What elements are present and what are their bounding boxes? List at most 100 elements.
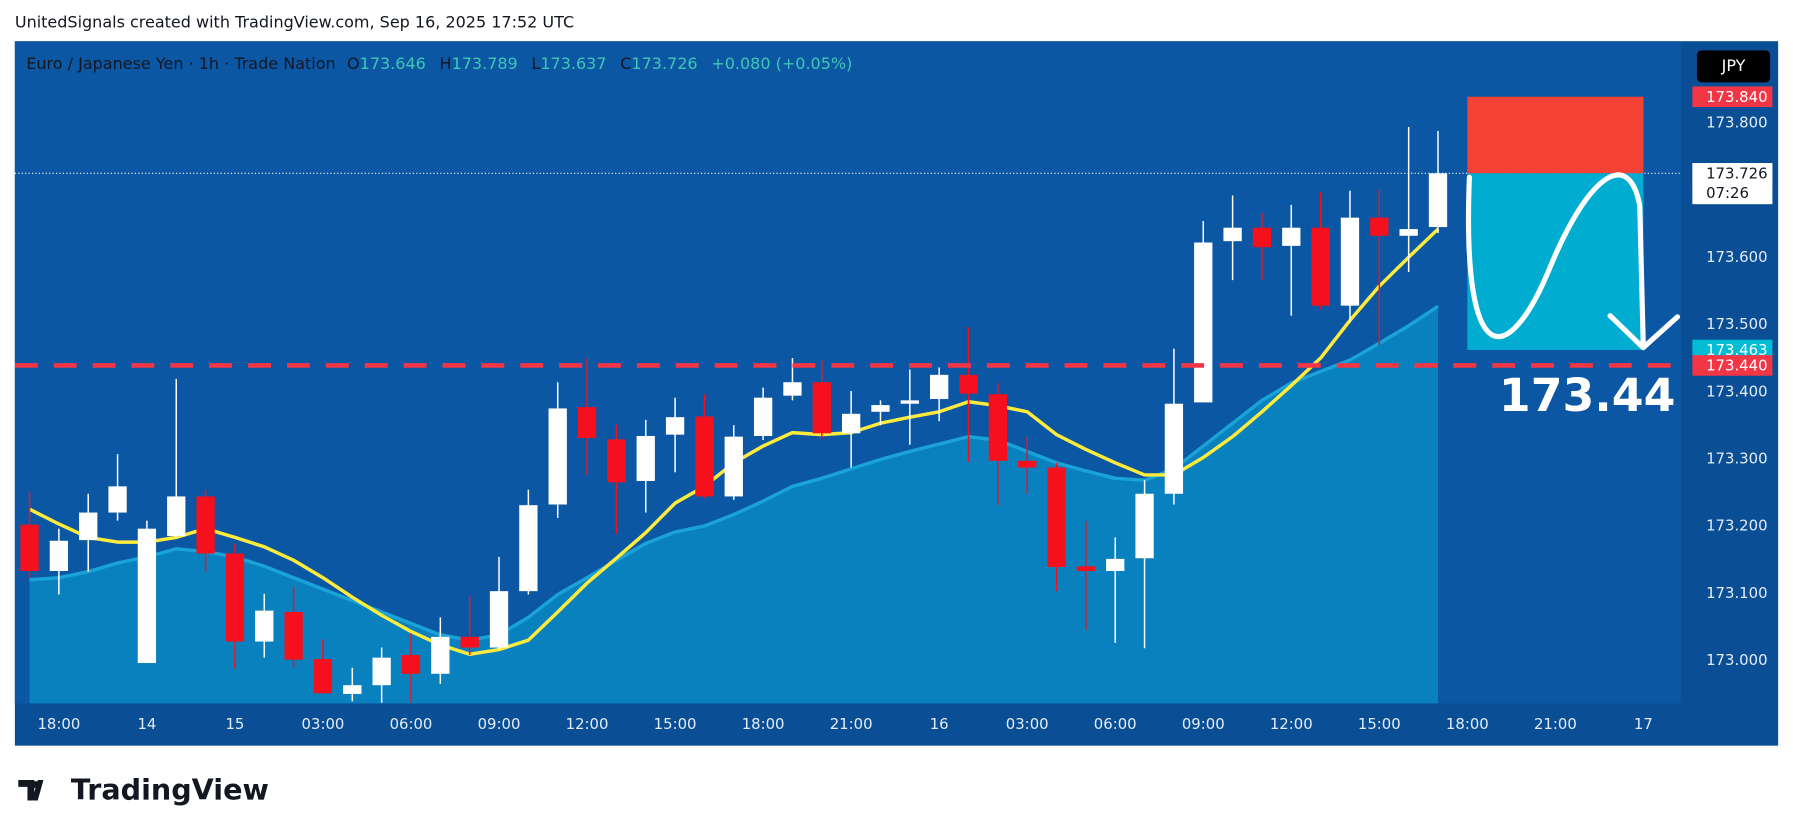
currency-button[interactable]: JPY — [1696, 50, 1771, 83]
chart-layer: 173.44 18:00 14 15 03:00 06:00 09:00 12:00 15:00… — [14, 86, 1773, 733]
candle-body — [1164, 403, 1184, 494]
legend-title: Euro / Japanese Yen · 1h · Trade Nation — [26, 54, 335, 73]
candle-body — [1194, 242, 1213, 403]
currency-label[interactable]: JPY — [1721, 56, 1746, 75]
candle-body — [665, 417, 685, 435]
candle-body — [343, 685, 362, 694]
candle-body — [1370, 217, 1389, 236]
price-tag — [1692, 339, 1773, 361]
price-tag-label: 173.440 — [1706, 357, 1767, 375]
candle-body — [137, 528, 157, 664]
x-tick-label: 09:00 — [478, 715, 521, 733]
candle-body — [548, 408, 567, 505]
candle-body — [988, 394, 1008, 461]
x-tick-label: 15:00 — [654, 715, 697, 733]
candle-body — [1340, 217, 1360, 306]
candle-body — [783, 382, 802, 396]
candle-body — [313, 659, 333, 694]
candle-body — [841, 413, 861, 434]
candle-body — [1135, 493, 1154, 559]
price-tag — [1692, 86, 1773, 108]
x-tick-label: 14 — [137, 715, 156, 733]
candle-body — [1399, 229, 1418, 236]
candle-body — [1106, 558, 1125, 571]
candle-body — [108, 486, 127, 513]
candle-body — [1311, 227, 1330, 306]
y-tick-label: 173.000 — [1706, 651, 1767, 669]
candle-body — [1282, 227, 1301, 246]
candle-body — [225, 553, 245, 642]
candle-body — [753, 397, 773, 436]
x-tick-label: 15:00 — [1358, 715, 1401, 733]
candle-body — [607, 439, 626, 483]
move-arrow — [1466, 172, 1646, 346]
y-tick-label: 173.500 — [1706, 315, 1767, 333]
legend-value: 173.789 — [452, 54, 518, 73]
candle-body — [871, 405, 890, 412]
x-tick-label: 09:00 — [1182, 715, 1225, 733]
candle-body — [1047, 467, 1066, 567]
x-tick-label: 06:00 — [390, 715, 433, 733]
candle-body — [930, 374, 949, 400]
attribution: UnitedSignals created with TradingView.c… — [15, 12, 574, 31]
move-arrow-head — [1607, 313, 1681, 351]
y-tick-label: 173.400 — [1706, 382, 1767, 400]
x-tick-label: 21:00 — [1534, 715, 1577, 733]
candle-body — [1252, 227, 1272, 248]
price-tag — [1692, 355, 1773, 376]
legend-value: 173.646 — [360, 54, 426, 73]
price-tag-label: 173.463 — [1706, 341, 1767, 359]
current-price-tag — [1692, 163, 1773, 205]
candle-body — [812, 382, 831, 434]
stop-zone — [1467, 96, 1644, 174]
candle-body — [519, 505, 538, 592]
x-tick-label: 16 — [930, 715, 949, 733]
x-tick-label: 18:00 — [37, 715, 80, 733]
legend: Euro / Japanese Yen · 1h · Trade Nation O… — [26, 54, 852, 73]
legend-key: H — [440, 54, 452, 73]
legend-key: O — [347, 54, 360, 73]
x-tick-label: 18:00 — [742, 715, 785, 733]
legend-value: 173.637 — [540, 54, 606, 73]
countdown-label: 07:26 — [1706, 184, 1749, 202]
legend-key: C — [620, 54, 631, 73]
x-tick-label: 18:00 — [1446, 715, 1489, 733]
x-tick-label: 21:00 — [830, 715, 873, 733]
current-price-label: 173.726 — [1706, 164, 1767, 182]
candle-body — [431, 636, 450, 674]
candle-body — [401, 654, 421, 674]
y-tick-label: 173.800 — [1706, 114, 1767, 132]
candle-body — [20, 524, 39, 571]
candle-body — [255, 610, 274, 642]
x-tick-label: 06:00 — [1094, 715, 1137, 733]
logo: TradingView — [18, 772, 269, 806]
candle-body — [577, 407, 597, 438]
x-tick-label: 03:00 — [302, 715, 345, 733]
ma-slow-line — [29, 304, 1439, 642]
legend-key: L — [531, 54, 540, 73]
x-tick-label: 17 — [1634, 715, 1653, 733]
candle-body — [196, 496, 215, 554]
y-tick-label: 173.300 — [1706, 449, 1767, 467]
legend-line: Euro / Japanese Yen · 1h · Trade Nation O… — [26, 54, 852, 73]
candle-body — [900, 400, 919, 404]
legend-value: 173.726 — [631, 54, 697, 73]
y-tick-label: 173.600 — [1706, 248, 1767, 266]
candle-body — [79, 512, 98, 541]
candle-body — [636, 435, 655, 481]
y-tick-label: 173.100 — [1706, 584, 1767, 602]
candle-body — [959, 374, 978, 394]
candle-body — [695, 416, 714, 497]
candle-body — [460, 636, 479, 648]
currency-box[interactable] — [1696, 50, 1771, 83]
candle-body — [1428, 173, 1448, 228]
price-tag-label: 173.840 — [1706, 88, 1767, 106]
x-tick-label: 03:00 — [1006, 715, 1049, 733]
logo-dot — [32, 781, 39, 788]
legend-change: +0.080 (+0.05%) — [711, 54, 852, 73]
candle-body — [284, 611, 303, 660]
logo-icon — [18, 779, 44, 801]
candle-body — [1076, 566, 1096, 571]
